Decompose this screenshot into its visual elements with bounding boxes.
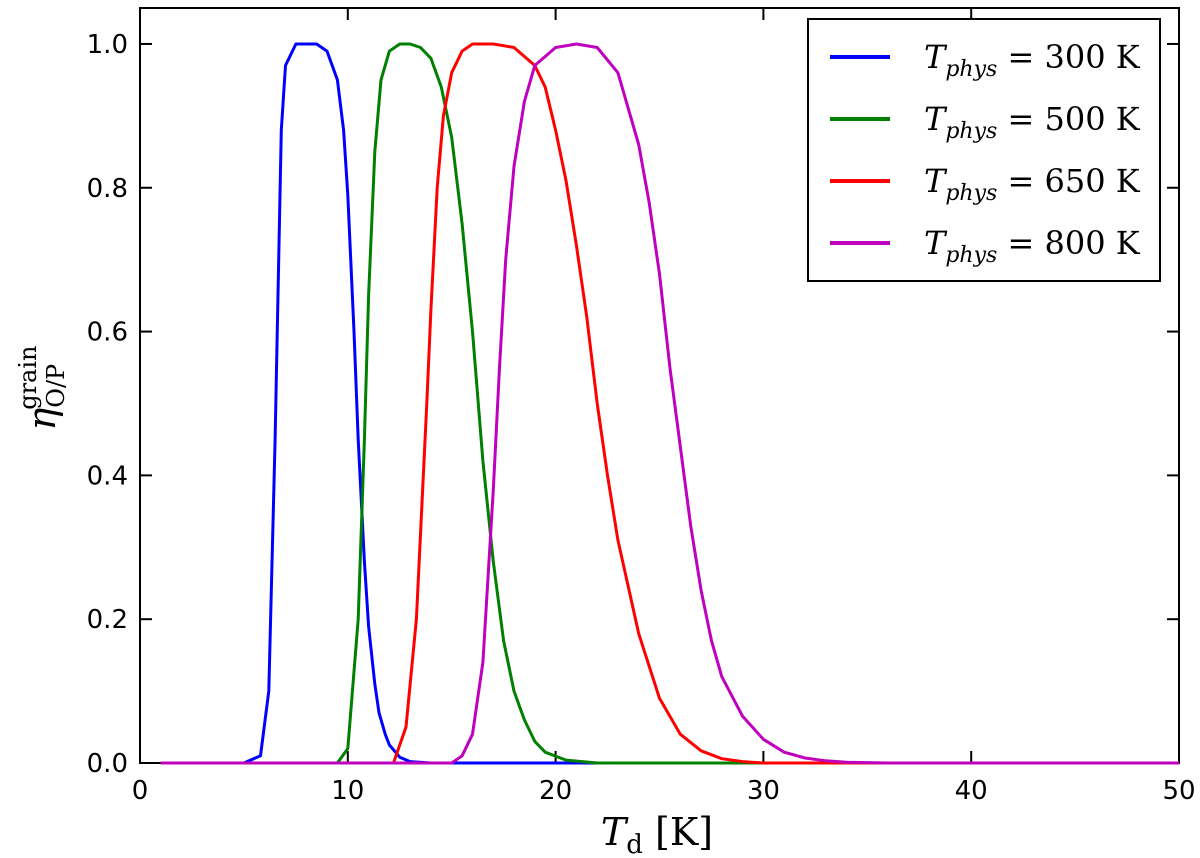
series-line-2 xyxy=(160,42,1179,765)
series-line-3 xyxy=(160,42,1179,765)
y-tick-label: 0.0 xyxy=(87,749,128,779)
axis-tick-labels: 0 10 20 30 40 50 0.0 0.2 0.4 0.6 0.8 1.0 xyxy=(87,30,1196,806)
legend: Tphys = 300 K Tphys = 500 K Tphys = 650 K T… xyxy=(807,18,1161,282)
legend-label-3: Tphys = 800 K xyxy=(924,224,1141,268)
y-tick-label: 0.8 xyxy=(87,174,128,204)
y-axis-label: ηO/Pgrain xyxy=(14,346,70,431)
x-tick-label: 30 xyxy=(747,776,780,806)
y-tick-label: 0.6 xyxy=(87,318,128,348)
x-tick-label: 20 xyxy=(539,776,572,806)
y-tick-label: 0.4 xyxy=(87,461,128,491)
legend-box xyxy=(807,18,1161,282)
x-tick-label: 50 xyxy=(1162,776,1195,806)
series-group xyxy=(160,42,1179,765)
x-axis-label: Td [K] xyxy=(601,810,713,858)
x-tick-label: 10 xyxy=(331,776,364,806)
x-tick-label: 40 xyxy=(955,776,988,806)
x-tick-label: 0 xyxy=(132,776,149,806)
legend-label-2: Tphys = 650 K xyxy=(924,162,1141,206)
legend-label-1: Tphys = 500 K xyxy=(924,100,1141,144)
legend-label-0: Tphys = 300 K xyxy=(924,38,1141,82)
series-line-0 xyxy=(160,42,1179,765)
series-line-1 xyxy=(160,42,1179,765)
y-tick-label: 1.0 xyxy=(87,30,128,60)
y-tick-label: 0.2 xyxy=(87,605,128,635)
